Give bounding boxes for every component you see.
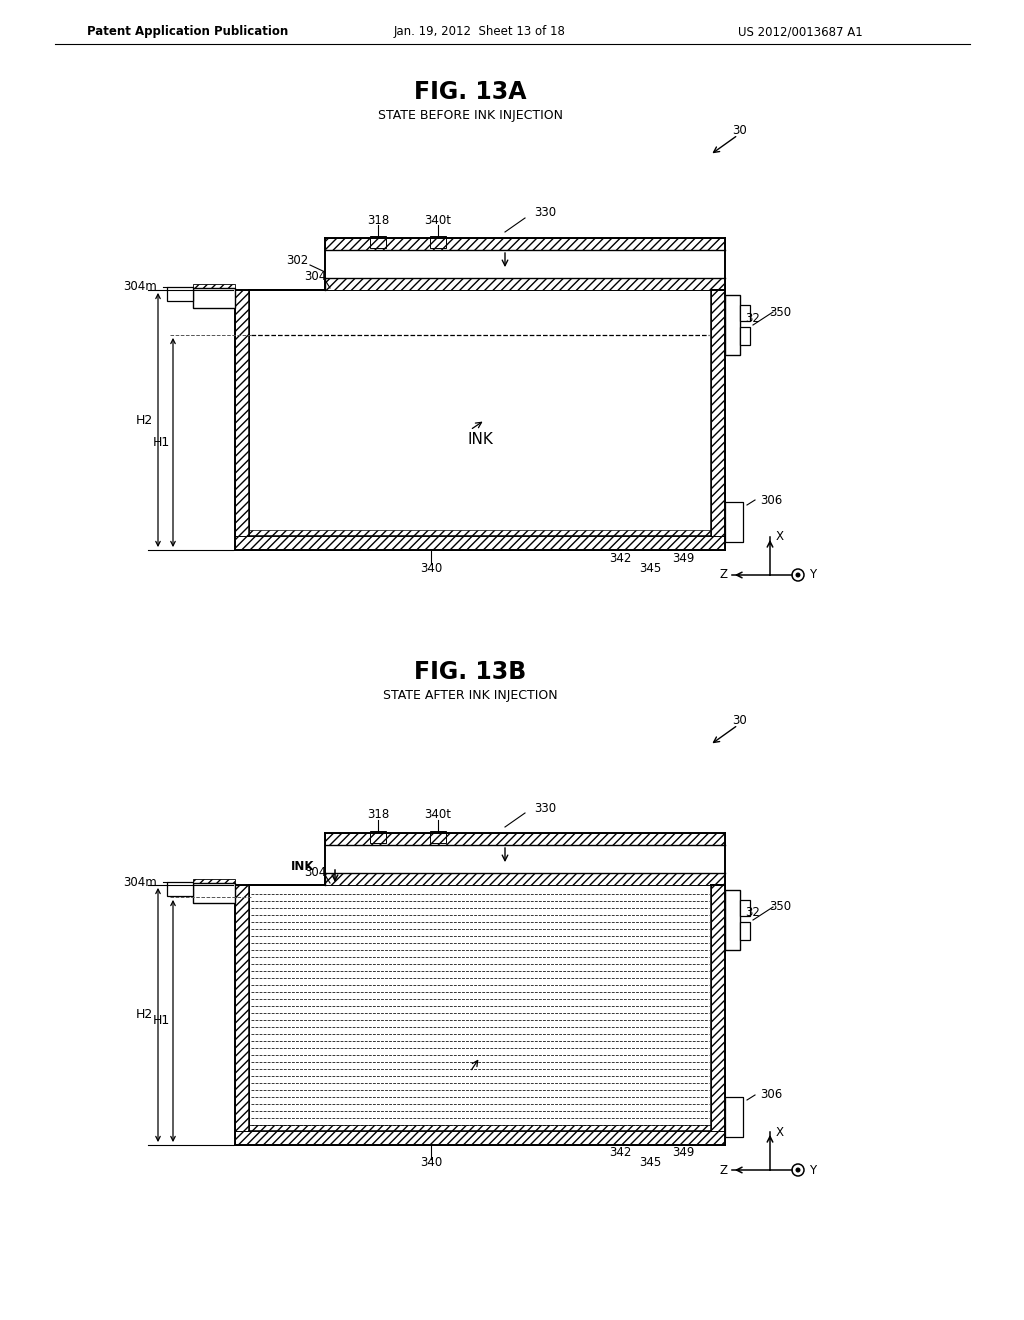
Text: H1: H1 xyxy=(153,436,170,449)
Bar xyxy=(725,890,740,950)
Text: Z: Z xyxy=(719,569,727,582)
Bar xyxy=(249,1125,711,1131)
Text: Y: Y xyxy=(809,569,816,582)
Bar xyxy=(725,502,743,543)
Text: 318: 318 xyxy=(367,808,389,821)
Bar xyxy=(740,921,750,940)
Text: Patent Application Publication: Patent Application Publication xyxy=(87,25,289,38)
Text: 345: 345 xyxy=(639,561,662,574)
Bar xyxy=(193,300,234,308)
Text: 350: 350 xyxy=(769,305,792,318)
Bar xyxy=(740,900,750,916)
Text: 302: 302 xyxy=(286,253,308,267)
Text: 340t: 340t xyxy=(425,214,452,227)
Bar xyxy=(234,536,725,550)
Bar xyxy=(234,1131,725,1144)
Text: INK: INK xyxy=(291,861,314,874)
Bar xyxy=(193,284,234,293)
Bar xyxy=(249,531,711,536)
Text: FIG. 13A: FIG. 13A xyxy=(414,81,526,104)
Bar xyxy=(725,1097,743,1137)
Text: H2: H2 xyxy=(135,413,153,426)
Text: 318: 318 xyxy=(367,214,389,227)
Text: H1: H1 xyxy=(153,1015,170,1027)
Text: 345: 345 xyxy=(639,1156,662,1170)
Bar xyxy=(711,290,725,536)
Bar xyxy=(725,502,743,543)
Bar xyxy=(711,884,725,1131)
Text: 342: 342 xyxy=(609,552,631,565)
Text: 30: 30 xyxy=(732,124,748,136)
Text: 304: 304 xyxy=(304,866,326,879)
Text: 32: 32 xyxy=(745,907,761,920)
Text: 30: 30 xyxy=(732,714,748,726)
Text: 342: 342 xyxy=(609,1147,631,1159)
Text: 340t: 340t xyxy=(425,808,452,821)
Bar xyxy=(193,894,234,903)
Text: X: X xyxy=(776,1126,784,1138)
Bar xyxy=(325,238,725,249)
Text: FIG. 13B: FIG. 13B xyxy=(414,660,526,684)
Text: 349: 349 xyxy=(672,1147,694,1159)
Text: 306: 306 xyxy=(760,1089,782,1101)
Text: 350: 350 xyxy=(769,900,792,913)
Bar xyxy=(325,279,725,290)
Text: STATE BEFORE INK INJECTION: STATE BEFORE INK INJECTION xyxy=(378,108,562,121)
Bar xyxy=(325,873,725,884)
Bar xyxy=(430,832,446,843)
Bar xyxy=(193,883,234,903)
Text: INK: INK xyxy=(467,433,493,447)
Text: 304: 304 xyxy=(304,271,326,284)
Bar xyxy=(234,884,249,1131)
Bar xyxy=(370,236,386,248)
Text: 304m: 304m xyxy=(123,281,157,293)
Bar xyxy=(725,294,740,355)
Text: 306: 306 xyxy=(760,494,782,507)
Text: 340: 340 xyxy=(420,561,442,574)
Text: Z: Z xyxy=(719,1163,727,1176)
Bar xyxy=(234,290,249,536)
Circle shape xyxy=(797,573,800,577)
Text: STATE AFTER INK INJECTION: STATE AFTER INK INJECTION xyxy=(383,689,557,701)
Text: 340: 340 xyxy=(420,1156,442,1170)
Bar xyxy=(193,879,234,888)
Bar xyxy=(740,327,750,345)
Text: X: X xyxy=(776,531,784,544)
Bar xyxy=(167,286,193,301)
Circle shape xyxy=(797,1168,800,1172)
Text: 330: 330 xyxy=(534,801,556,814)
Bar xyxy=(193,288,234,308)
Text: 330: 330 xyxy=(534,206,556,219)
Text: US 2012/0013687 A1: US 2012/0013687 A1 xyxy=(737,25,862,38)
Bar xyxy=(430,236,446,248)
Text: 32: 32 xyxy=(745,312,761,325)
Text: 349: 349 xyxy=(672,552,694,565)
Text: 304m: 304m xyxy=(123,875,157,888)
Bar xyxy=(167,882,193,896)
Text: H2: H2 xyxy=(135,1008,153,1022)
Bar xyxy=(725,1097,743,1137)
Bar xyxy=(740,305,750,321)
Text: Y: Y xyxy=(809,1163,816,1176)
Bar xyxy=(325,833,725,845)
Bar xyxy=(370,832,386,843)
Text: Jan. 19, 2012  Sheet 13 of 18: Jan. 19, 2012 Sheet 13 of 18 xyxy=(394,25,566,38)
